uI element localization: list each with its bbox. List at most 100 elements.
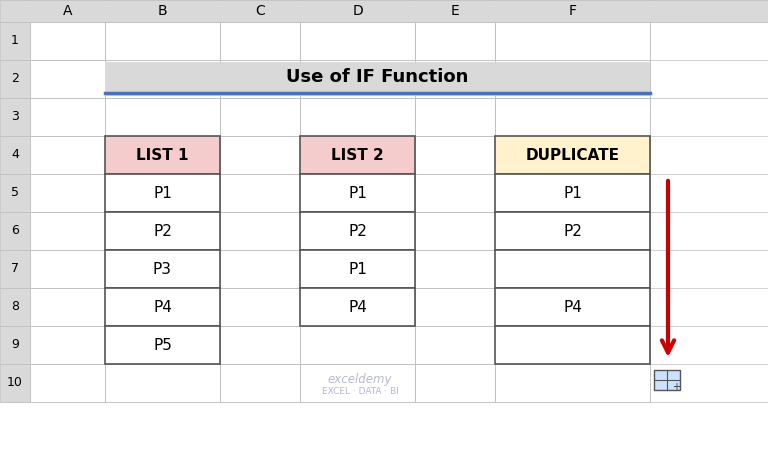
Text: B: B	[157, 4, 167, 18]
Bar	[105, 62, 650, 96]
Bar	[495, 212, 650, 250]
Text: 4: 4	[11, 148, 19, 162]
Bar	[495, 364, 650, 402]
Text: P4: P4	[563, 299, 582, 314]
Text: A: A	[63, 4, 72, 18]
Text: exceldemy: exceldemy	[328, 374, 392, 386]
Bar	[0, 212, 30, 250]
Bar	[30, 136, 105, 174]
Text: +: +	[672, 382, 680, 392]
Text: LIST 1: LIST 1	[136, 147, 189, 162]
Bar	[0, 136, 30, 174]
Bar	[220, 250, 300, 288]
Bar	[220, 364, 300, 402]
Bar	[30, 212, 105, 250]
Bar	[0, 174, 30, 212]
Bar	[300, 212, 415, 250]
Bar	[495, 250, 650, 288]
Bar	[300, 174, 415, 212]
Text: EXCEL · DATA · BI: EXCEL · DATA · BI	[322, 388, 399, 396]
Bar	[105, 364, 220, 402]
Text: P1: P1	[348, 262, 367, 277]
Bar	[220, 98, 300, 136]
Bar	[30, 60, 105, 98]
Bar	[220, 136, 300, 174]
Text: LIST 2: LIST 2	[331, 147, 384, 162]
Bar	[415, 22, 495, 60]
Bar	[0, 288, 30, 326]
Text: P1: P1	[153, 186, 172, 201]
Bar	[220, 326, 300, 364]
Bar	[220, 174, 300, 212]
Bar	[0, 0, 768, 22]
Bar	[105, 288, 220, 326]
Bar	[0, 60, 30, 98]
Bar	[415, 326, 495, 364]
Bar	[495, 136, 650, 174]
Bar	[220, 212, 300, 250]
Text: 5: 5	[11, 187, 19, 199]
Bar	[30, 288, 105, 326]
Bar	[495, 98, 650, 136]
Bar	[300, 60, 415, 98]
Text: 2: 2	[11, 72, 19, 86]
Bar	[0, 326, 30, 364]
Text: 9: 9	[11, 339, 19, 352]
Bar	[495, 212, 650, 250]
Bar	[495, 136, 650, 174]
Text: 1: 1	[11, 35, 19, 47]
Bar	[495, 60, 650, 98]
Text: P2: P2	[153, 223, 172, 238]
Text: P4: P4	[153, 299, 172, 314]
Text: P2: P2	[348, 223, 367, 238]
Bar	[30, 326, 105, 364]
Text: DUPLICATE: DUPLICATE	[525, 147, 620, 162]
Bar	[30, 250, 105, 288]
Bar	[415, 136, 495, 174]
Text: 10: 10	[7, 376, 23, 389]
Bar	[495, 174, 650, 212]
Bar	[105, 288, 220, 326]
Bar	[300, 250, 415, 288]
Bar	[300, 174, 415, 212]
Bar	[654, 370, 680, 390]
Bar	[495, 22, 650, 60]
Bar	[105, 174, 220, 212]
Text: 8: 8	[11, 300, 19, 313]
Bar	[105, 60, 220, 98]
Text: P1: P1	[348, 186, 367, 201]
Bar	[105, 136, 220, 174]
Bar	[220, 288, 300, 326]
Bar	[30, 22, 105, 60]
Bar	[105, 136, 220, 174]
Text: 6: 6	[11, 224, 19, 238]
Bar	[30, 174, 105, 212]
Text: Use of IF Function: Use of IF Function	[286, 68, 468, 86]
Bar	[415, 98, 495, 136]
Bar	[495, 288, 650, 326]
Bar	[495, 250, 650, 288]
Bar	[105, 98, 220, 136]
Bar	[300, 212, 415, 250]
Bar	[105, 326, 220, 364]
Text: F: F	[568, 4, 577, 18]
Text: 7: 7	[11, 263, 19, 275]
Bar	[300, 98, 415, 136]
Bar	[415, 174, 495, 212]
Text: P2: P2	[563, 223, 582, 238]
Bar	[495, 326, 650, 364]
Bar	[300, 250, 415, 288]
Bar	[105, 326, 220, 364]
Bar	[300, 136, 415, 174]
Text: C: C	[255, 4, 265, 18]
Bar	[105, 22, 220, 60]
Bar	[415, 212, 495, 250]
Bar	[105, 212, 220, 250]
Bar	[30, 364, 105, 402]
Bar	[0, 22, 30, 60]
Bar	[495, 326, 650, 364]
Bar	[105, 250, 220, 288]
Text: E: E	[451, 4, 459, 18]
Text: P5: P5	[153, 338, 172, 353]
Bar	[105, 174, 220, 212]
